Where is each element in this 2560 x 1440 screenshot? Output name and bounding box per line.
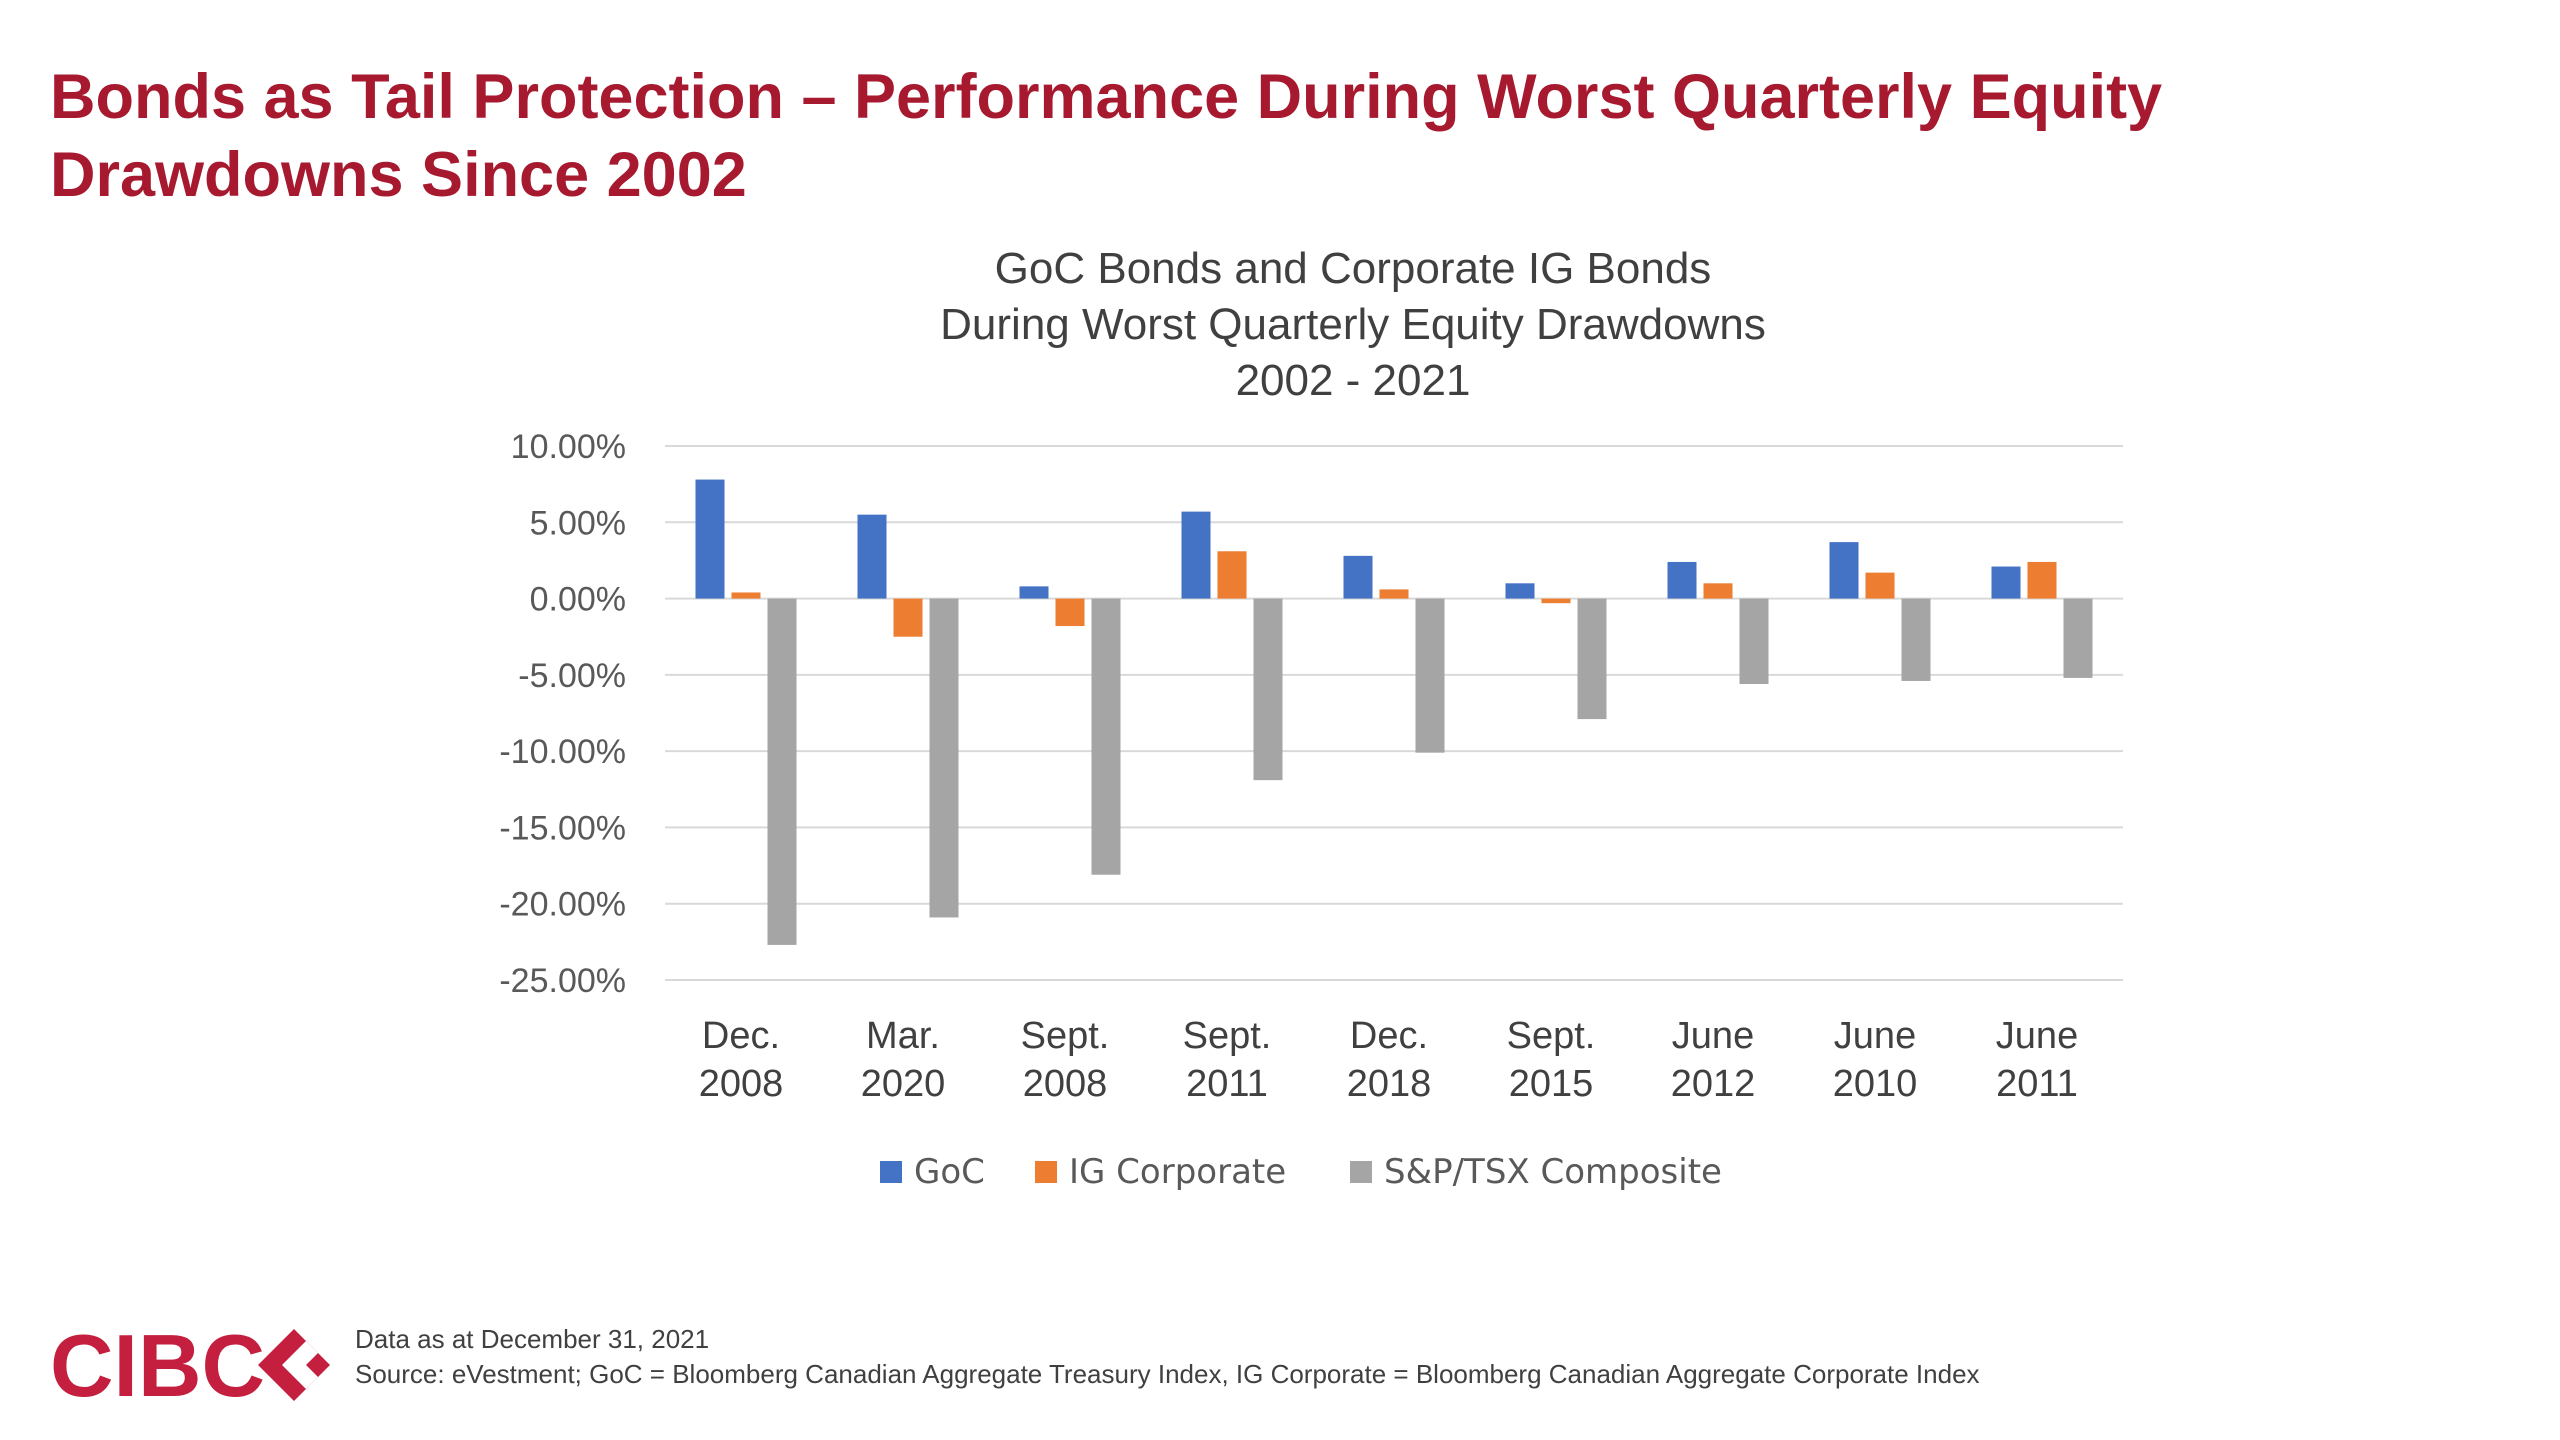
bar-ig-corporate — [1055, 598, 1085, 627]
bar-ig-corporate — [893, 598, 923, 637]
cibc-logo: CIBC — [50, 1320, 330, 1410]
bar-ig-corporate — [1703, 583, 1733, 599]
footer-notes: Data as at December 31, 2021 Source: eVe… — [355, 1322, 1980, 1392]
x-category-label: June — [1996, 1015, 2078, 1057]
x-category-label: 2018 — [1347, 1063, 1432, 1105]
x-category-label: 2008 — [699, 1063, 784, 1105]
y-tick-label: -15.00% — [499, 809, 626, 847]
bar-goc — [1343, 555, 1373, 599]
bar-ig-corporate — [1541, 598, 1571, 604]
legend-label: GoC — [914, 1152, 985, 1192]
x-category-label: 2008 — [1023, 1063, 1108, 1105]
x-category-label: Mar. — [866, 1015, 940, 1057]
x-category-label: Sept. — [1183, 1015, 1272, 1057]
x-category-label: Dec. — [702, 1015, 780, 1057]
bar-goc — [1181, 511, 1211, 599]
y-tick-label: -25.00% — [499, 962, 626, 1000]
legend-swatch — [1350, 1161, 1372, 1183]
bar-goc — [1829, 542, 1859, 599]
bar-goc — [857, 514, 887, 599]
x-category-label: June — [1834, 1015, 1916, 1057]
y-tick-label: -20.00% — [499, 886, 626, 924]
x-category-label: 2011 — [1186, 1063, 1268, 1105]
bar-goc — [1019, 586, 1049, 599]
logo-wordmark: CIBC — [50, 1320, 265, 1410]
bar-s-p-tsx-composite — [1091, 598, 1121, 875]
legend-label: S&P/TSX Composite — [1384, 1152, 1722, 1192]
bar-ig-corporate — [2027, 561, 2057, 599]
bar-s-p-tsx-composite — [767, 598, 797, 945]
bar-goc — [1991, 566, 2021, 599]
bar-ig-corporate — [1217, 551, 1247, 599]
x-category-label: June — [1672, 1015, 1754, 1057]
bar-goc — [695, 479, 725, 599]
y-tick-label: -5.00% — [518, 657, 626, 695]
slide-title-line-2: Drawdowns Since 2002 — [50, 140, 747, 210]
bar-ig-corporate — [1865, 572, 1895, 599]
chart-title-line-2: During Worst Quarterly Equity Drawdowns — [940, 300, 1766, 349]
data-date-note: Data as at December 31, 2021 — [355, 1324, 710, 1354]
bar-s-p-tsx-composite — [1415, 598, 1445, 753]
bar-goc — [1667, 561, 1697, 599]
x-category-label: 2015 — [1509, 1063, 1594, 1105]
bar-s-p-tsx-composite — [2063, 598, 2093, 678]
bar-s-p-tsx-composite — [1901, 598, 1931, 681]
bar-s-p-tsx-composite — [1253, 598, 1283, 781]
chart-title-line-3: 2002 - 2021 — [1236, 356, 1471, 405]
source-note: Source: eVestment; GoC = Bloomberg Canad… — [355, 1359, 1980, 1389]
x-category-label: 2012 — [1671, 1063, 1756, 1105]
chart-title-line-1: GoC Bonds and Corporate IG Bonds — [995, 244, 1712, 293]
x-category-label: Sept. — [1507, 1015, 1596, 1057]
bar-s-p-tsx-composite — [929, 598, 959, 918]
legend-label: IG Corporate — [1069, 1152, 1286, 1192]
logo-diamond-icon — [258, 1329, 330, 1401]
x-category-label: 2010 — [1833, 1063, 1918, 1105]
y-tick-label: 10.00% — [511, 428, 626, 466]
bar-ig-corporate — [731, 592, 761, 599]
x-category-label: Sept. — [1021, 1015, 1110, 1057]
x-category-label: 2011 — [1996, 1063, 2078, 1105]
bar-s-p-tsx-composite — [1577, 598, 1607, 720]
slide-title: Bonds as Tail Protection – Performance D… — [50, 58, 2450, 214]
y-tick-label: 0.00% — [530, 581, 626, 619]
y-tick-label: 5.00% — [530, 504, 626, 542]
bar-ig-corporate — [1379, 589, 1409, 599]
y-tick-label: -10.00% — [499, 733, 626, 771]
legend-swatch — [1035, 1161, 1057, 1183]
legend-swatch — [880, 1161, 902, 1183]
bar-goc — [1505, 583, 1535, 599]
slide-title-line-1: Bonds as Tail Protection – Performance D… — [50, 62, 2163, 132]
x-category-label: Dec. — [1350, 1015, 1428, 1057]
bar-s-p-tsx-composite — [1739, 598, 1769, 685]
x-category-label: 2020 — [861, 1063, 946, 1105]
